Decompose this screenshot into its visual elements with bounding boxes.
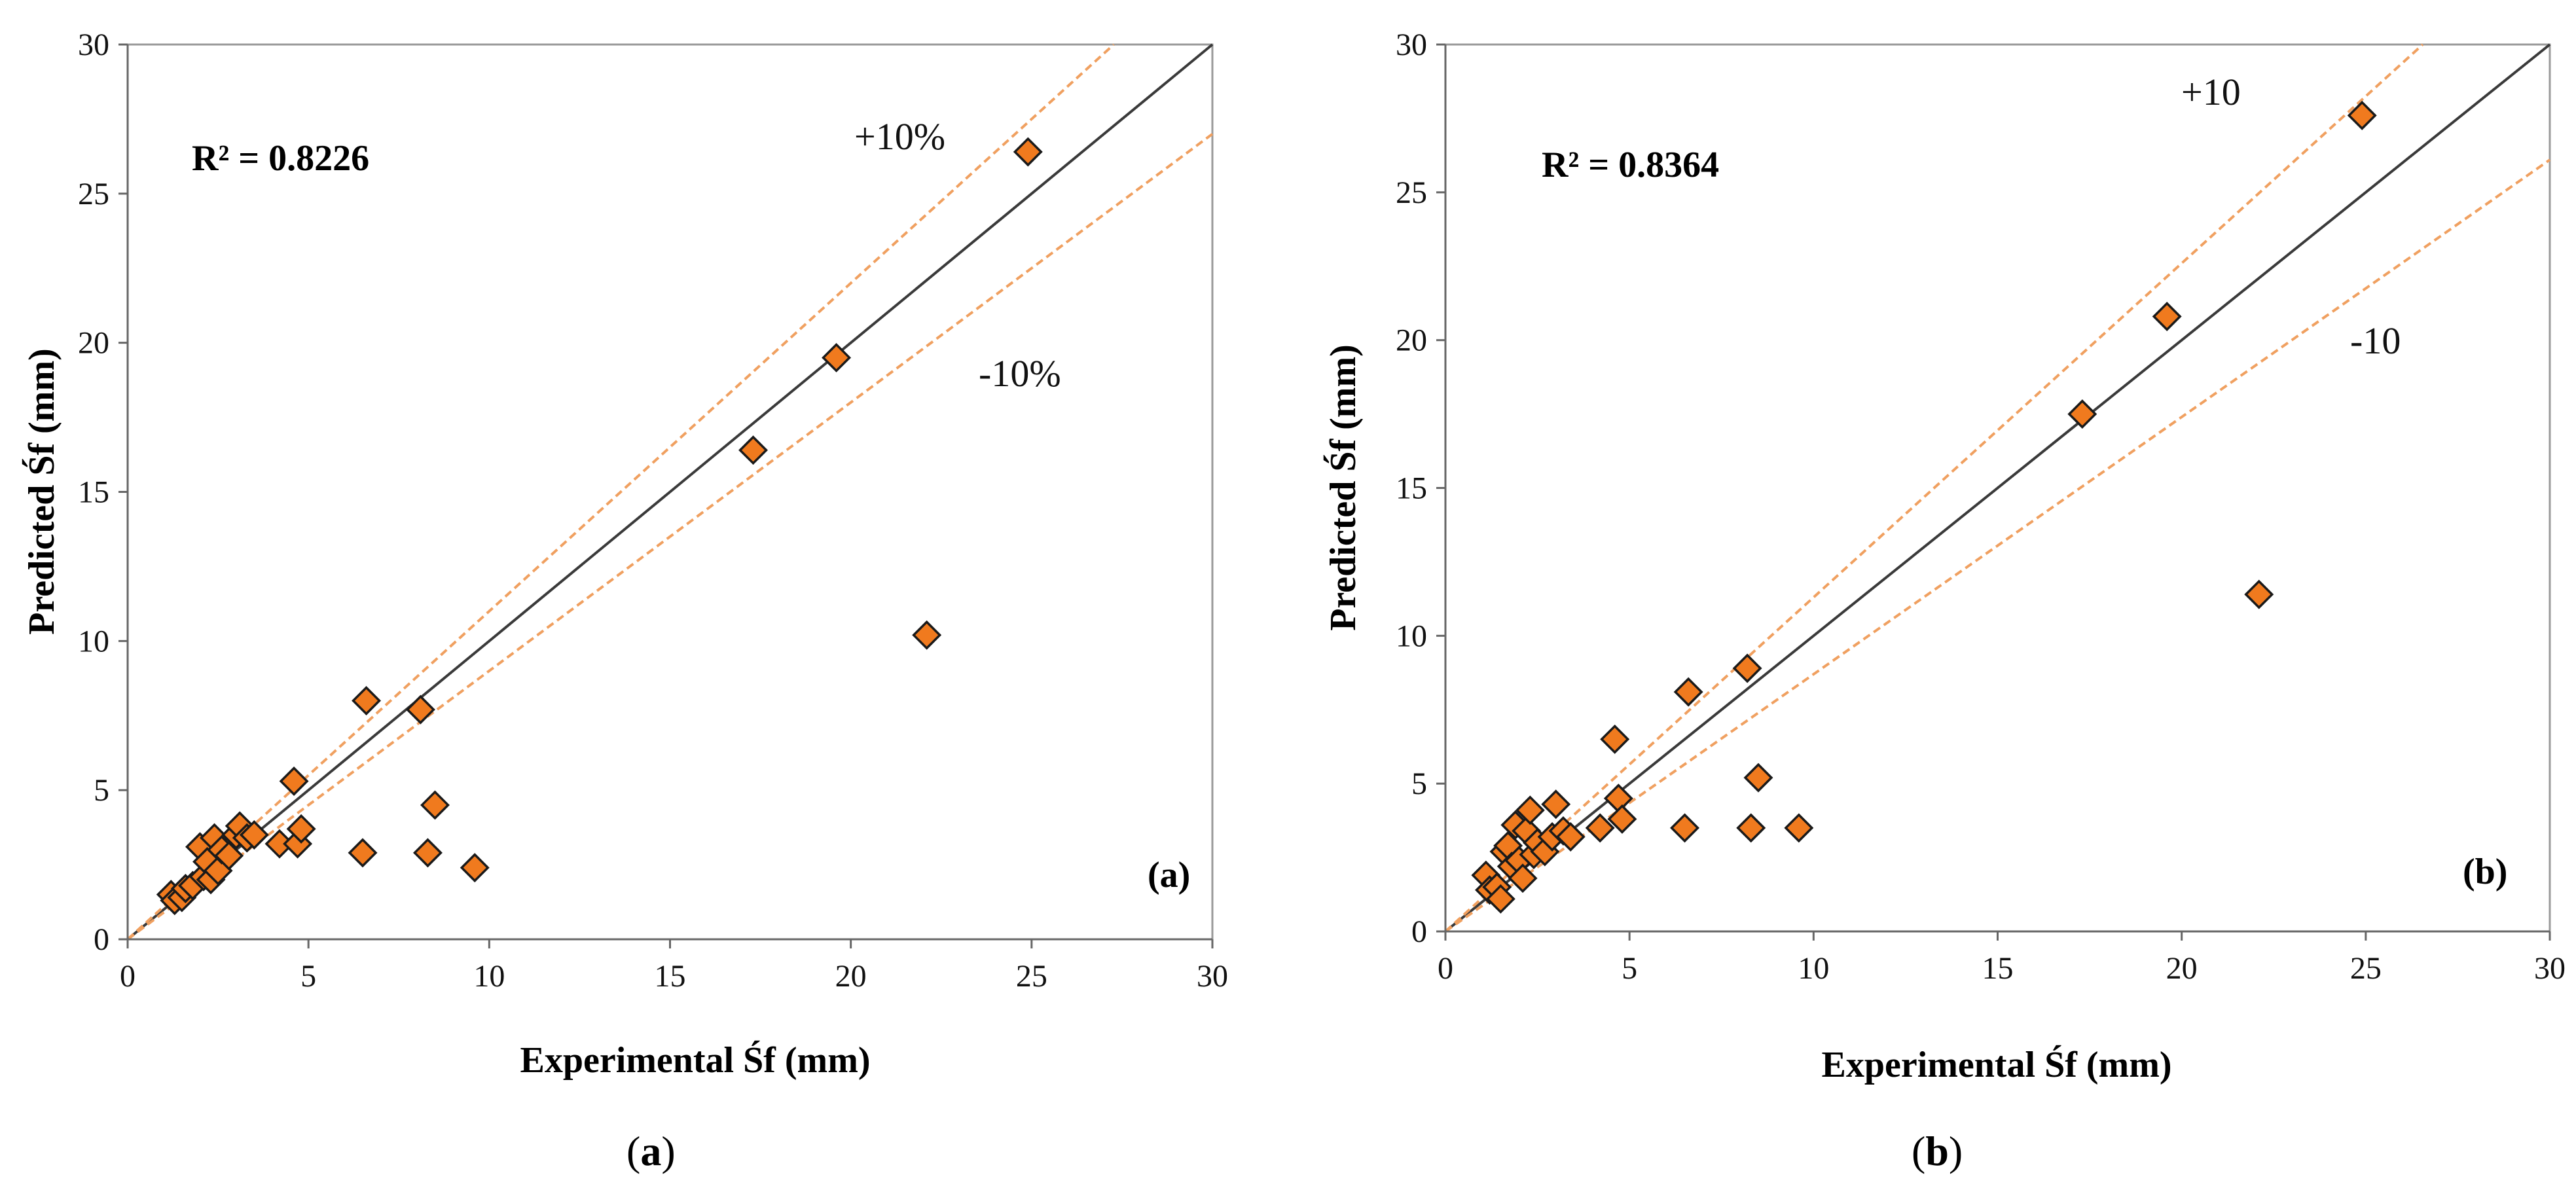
x-tick-label: 0 [1438, 951, 1453, 986]
y-tick-label: 5 [94, 773, 109, 808]
y-tick-label: 5 [1411, 766, 1427, 801]
data-point-marker [1732, 653, 1762, 683]
lower-band-line [1444, 158, 2551, 933]
y-tick-label: 20 [1396, 323, 1427, 358]
data-point-marker [1607, 804, 1637, 834]
caption-letter: b [1925, 1128, 1949, 1174]
data-point-marker [1673, 677, 1703, 707]
data-point-marker [460, 853, 490, 883]
x-axis-ticks: 0 5 10 15 20 25 30 [120, 939, 1228, 994]
y-tick-label: 0 [1411, 914, 1427, 949]
data-point-marker [1485, 884, 1515, 914]
data-point-marker [412, 838, 443, 868]
plot-area [126, 43, 1214, 941]
y-tick-label: 0 [94, 922, 109, 957]
panel-caption: (a) [626, 1128, 676, 1174]
data-point-marker [214, 840, 244, 871]
data-point-marker [2347, 100, 2377, 130]
data-points [156, 137, 1043, 916]
x-tick-label: 25 [1016, 959, 1047, 994]
panel-tag: (b) [2463, 852, 2507, 892]
data-point-marker [239, 820, 269, 850]
x-tick-label: 20 [2166, 951, 2198, 986]
upper-band-line [126, 43, 1115, 941]
reference-line-1-to-1 [126, 43, 1214, 941]
lower-band-label: -10% [979, 352, 1061, 395]
y-tick-label: 15 [78, 475, 109, 510]
y-tick-label: 15 [1396, 471, 1427, 506]
x-tick-label: 10 [473, 959, 505, 994]
r2-annotation: R² = 0.8226 [192, 138, 369, 179]
data-point-marker [1555, 821, 1586, 852]
y-tick-label: 25 [78, 177, 109, 211]
data-point-marker [1541, 789, 1571, 819]
x-tick-label: 15 [655, 959, 686, 994]
x-tick-label: 20 [835, 959, 867, 994]
panel-tag: (a) [1148, 855, 1190, 895]
x-axis-label: Experimental Śf (mm) [1821, 1045, 2171, 1085]
x-tick-label: 5 [300, 959, 316, 994]
y-axis-label: Predicted Śf (mm) [22, 348, 62, 635]
y-tick-label: 20 [78, 326, 109, 361]
upper-band-line [1444, 43, 2424, 933]
data-point-marker [738, 435, 769, 465]
data-point-marker [1743, 763, 1773, 793]
data-point-marker [1784, 813, 1814, 843]
lower-band-label: -10 [2350, 319, 2401, 362]
chart-panel-b: 0 5 10 15 20 25 30 0 5 10 15 20 25 30 Experimental Ś… [1323, 27, 2566, 1174]
upper-band-label: +10% [854, 115, 945, 158]
data-point-marker [912, 620, 942, 650]
y-tick-label: 30 [1396, 27, 1427, 62]
upper-band-label: +10 [2181, 71, 2241, 113]
x-tick-label: 25 [2350, 951, 2382, 986]
panel-caption: (b) [1912, 1128, 1963, 1174]
data-point-marker [279, 766, 309, 796]
data-point-marker [1508, 863, 1538, 893]
data-point-marker [2152, 302, 2182, 332]
data-point-marker [1013, 137, 1043, 167]
reference-line-1-to-1 [1444, 43, 2551, 933]
chart-panel-a: 0 5 10 15 20 25 30 0 5 10 15 20 25 30 Experimental Ś… [22, 27, 1228, 1174]
x-tick-label: 10 [1798, 951, 1829, 986]
data-point-marker [286, 814, 316, 844]
y-tick-label: 30 [78, 27, 109, 62]
y-tick-label: 25 [1396, 175, 1427, 210]
data-point-marker [1670, 813, 1699, 843]
data-point-marker [2244, 579, 2274, 609]
x-tick-label: 30 [1197, 959, 1228, 994]
data-point-marker [348, 838, 378, 868]
data-point-marker [1515, 795, 1545, 825]
x-axis-ticks: 0 5 10 15 20 25 30 [1438, 931, 2566, 986]
y-tick-label: 10 [1396, 619, 1427, 653]
data-point-marker [2067, 399, 2097, 429]
data-point-marker [420, 790, 450, 820]
x-tick-label: 30 [2534, 951, 2566, 986]
x-tick-label: 0 [120, 959, 136, 994]
plot-area [1444, 43, 2551, 933]
data-point-marker [1600, 724, 1630, 754]
x-axis-label: Experimental Śf (mm) [520, 1040, 870, 1081]
y-tick-label: 10 [78, 624, 109, 658]
data-point-marker [1603, 783, 1633, 814]
data-point-marker [1736, 813, 1766, 843]
data-point-marker [1585, 813, 1615, 843]
data-point-marker [405, 694, 435, 725]
y-axis-ticks: 0 5 10 15 20 25 30 [78, 27, 128, 957]
caption-letter: a [640, 1128, 661, 1174]
r2-annotation: R² = 0.8364 [1542, 145, 1719, 185]
data-point-marker [352, 685, 382, 715]
y-axis-ticks: 0 5 10 15 20 25 30 [1396, 27, 1445, 949]
data-point-marker [822, 342, 852, 372]
x-tick-label: 15 [1982, 951, 2014, 986]
x-tick-label: 5 [1622, 951, 1637, 986]
y-axis-label: Predicted Śf (mm) [1323, 344, 1364, 631]
data-points [1471, 100, 2377, 914]
lower-band-line [126, 133, 1214, 941]
